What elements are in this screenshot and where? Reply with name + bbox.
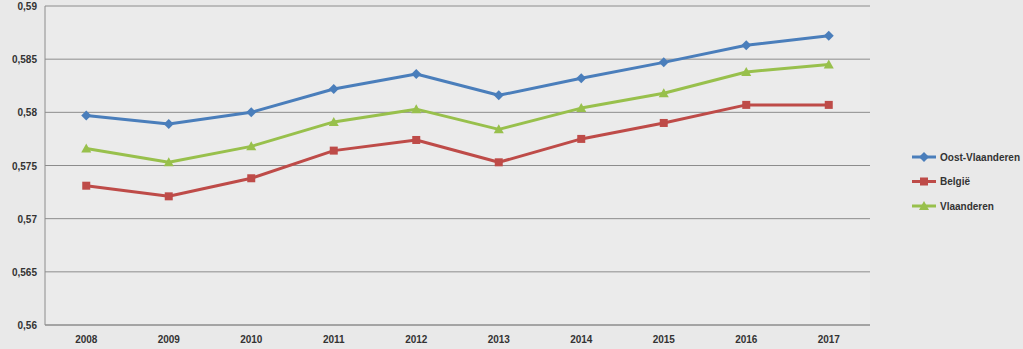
data-point [246, 141, 256, 150]
y-tick-label: 0,59 [18, 1, 38, 12]
grid-line [45, 325, 870, 326]
x-tick-label: 2011 [323, 334, 345, 345]
x-tick-label: 2016 [735, 334, 758, 345]
legend-label: Vlaanderen [940, 201, 994, 212]
data-point [659, 57, 669, 67]
x-tick-label: 2017 [818, 334, 841, 345]
data-point [742, 101, 750, 109]
x-tick-label: 2013 [488, 334, 511, 345]
y-tick-label: 0,565 [12, 267, 37, 278]
data-point [412, 136, 420, 144]
x-tick-label: 2014 [570, 334, 593, 345]
data-point [247, 174, 255, 182]
x-tick-label: 2012 [405, 334, 428, 345]
legend-label: Oost-Vlaanderen [940, 152, 1020, 163]
data-point [81, 111, 91, 121]
y-tick-label: 0,56 [18, 320, 38, 331]
data-point [660, 119, 668, 127]
data-point [495, 158, 503, 166]
data-point [164, 157, 174, 166]
data-point [824, 31, 834, 41]
data-point [411, 69, 421, 79]
y-tick-label: 0,58 [18, 107, 38, 118]
data-point [246, 107, 256, 117]
data-point [494, 90, 504, 100]
grid-line [45, 6, 870, 7]
grid-line [45, 112, 870, 113]
x-tick-label: 2010 [240, 334, 263, 345]
legend-marker [920, 178, 928, 186]
y-tick-label: 0,57 [18, 214, 38, 225]
data-point [576, 73, 586, 83]
data-point [825, 101, 833, 109]
x-tick-label: 2008 [75, 334, 98, 345]
data-point [164, 119, 174, 129]
data-point [82, 182, 90, 190]
legend-marker [919, 152, 929, 162]
data-point [494, 124, 504, 133]
legend-label: België [940, 176, 970, 187]
data-point [576, 103, 586, 112]
data-point [81, 143, 91, 152]
series-line [86, 64, 829, 162]
data-point [824, 59, 834, 68]
legend-marker [919, 201, 929, 210]
x-tick-label: 2015 [653, 334, 676, 345]
data-point [329, 117, 339, 126]
y-tick-label: 0,575 [12, 161, 37, 172]
data-point [659, 88, 669, 97]
x-axis [45, 325, 870, 326]
data-point [577, 135, 585, 143]
series-group [81, 31, 834, 201]
background [0, 0, 1023, 349]
plot-area [45, 6, 870, 325]
x-tick-label: 2009 [158, 334, 181, 345]
grid-line [45, 271, 870, 272]
data-point [741, 67, 751, 76]
data-point [741, 40, 751, 50]
chart: 0,56 0,565 0,57 0,575 0,58 0,585 0,59 2008 2009 2… [0, 0, 1023, 349]
y-axis [45, 6, 46, 325]
data-point [330, 147, 338, 155]
data-point [329, 84, 339, 94]
y-tick-label: 0,585 [12, 54, 37, 65]
data-point [165, 192, 173, 200]
grid-line [45, 218, 870, 219]
grid-line [45, 59, 870, 60]
data-point [411, 104, 421, 113]
